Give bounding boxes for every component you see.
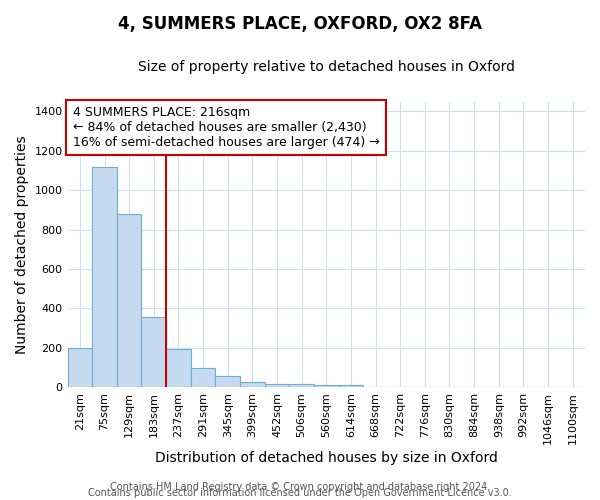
Bar [240,382,265,388]
Text: Contains public sector information licensed under the Open Government Licence v3: Contains public sector information licen… [88,488,512,498]
X-axis label: Distribution of detached houses by size in Oxford: Distribution of detached houses by size … [155,451,498,465]
Text: Contains HM Land Registry data © Crown copyright and database right 2024.: Contains HM Land Registry data © Crown c… [110,482,490,492]
Bar [289,384,314,388]
Text: 4 SUMMERS PLACE: 216sqm
← 84% of detached houses are smaller (2,430)
16% of semi: 4 SUMMERS PLACE: 216sqm ← 84% of detache… [73,106,379,149]
Bar [265,384,289,388]
Bar [314,386,338,388]
Bar [338,386,363,388]
Bar [191,368,215,388]
Bar [92,166,117,388]
Bar [215,376,240,388]
Bar [117,214,142,388]
Bar [166,349,191,388]
Title: Size of property relative to detached houses in Oxford: Size of property relative to detached ho… [138,60,515,74]
Text: 4, SUMMERS PLACE, OXFORD, OX2 8FA: 4, SUMMERS PLACE, OXFORD, OX2 8FA [118,15,482,33]
Bar [142,318,166,388]
Y-axis label: Number of detached properties: Number of detached properties [15,135,29,354]
Bar [68,348,92,388]
